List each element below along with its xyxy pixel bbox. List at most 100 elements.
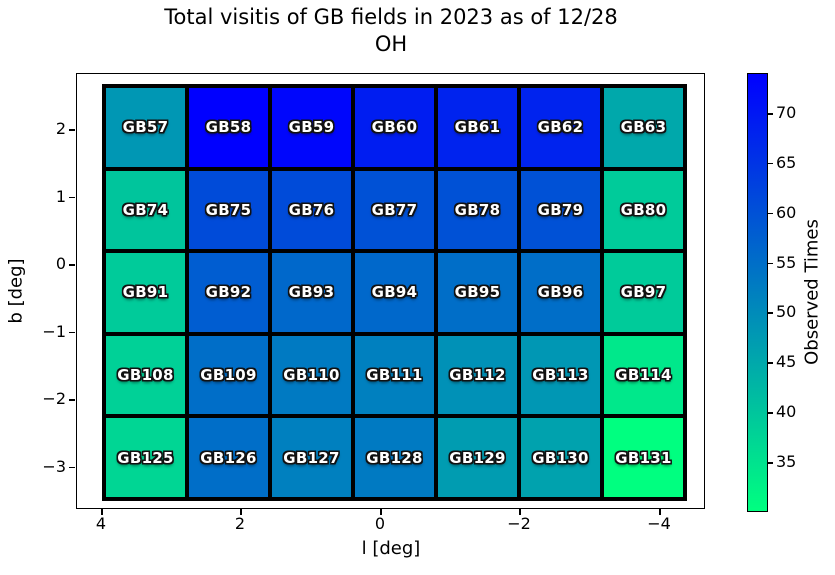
colorbar-tick-label: 40 — [776, 402, 797, 422]
heatmap-cell-GB96: GB96 — [519, 251, 602, 334]
heatmap-cell-label: GB127 — [283, 448, 340, 467]
heatmap-cell-GB57: GB57 — [104, 86, 187, 169]
heatmap-cell-GB94: GB94 — [353, 251, 436, 334]
heatmap-cell-GB109: GB109 — [187, 333, 270, 417]
heatmap-cell-label: GB126 — [200, 448, 257, 467]
y-tick-label: −3 — [42, 456, 66, 476]
heatmap-cell-GB113: GB113 — [519, 333, 602, 417]
heatmap-cell-label: GB91 — [122, 283, 169, 302]
heatmap-cell-label: GB97 — [620, 283, 667, 302]
colorbar-tick-mark — [768, 162, 773, 165]
y-tick-label: −2 — [42, 389, 66, 408]
colorbar-tick-label: 55 — [776, 252, 797, 272]
y-tick-label: −1 — [42, 321, 66, 341]
heatmap-cell-GB77: GB77 — [353, 168, 436, 252]
heatmap-cell-label: GB92 — [205, 283, 252, 302]
heatmap-cell-GB126: GB126 — [187, 416, 270, 499]
heatmap-cell-label: GB77 — [371, 200, 418, 219]
heatmap-cell-label: GB111 — [366, 366, 423, 385]
y-tick-label: 1 — [55, 186, 66, 206]
heatmap-cell-label: GB57 — [122, 118, 169, 137]
heatmap-cell-GB76: GB76 — [270, 168, 353, 252]
colorbar-tick-label: 60 — [776, 202, 797, 222]
y-tick-mark — [69, 264, 75, 266]
colorbar-tick-label: 45 — [776, 352, 797, 372]
heatmap-cell-GB129: GB129 — [436, 416, 519, 499]
heatmap-cell-GB61: GB61 — [436, 86, 519, 169]
heatmap-cell-GB79: GB79 — [519, 168, 602, 252]
heatmap-cell-GB108: GB108 — [104, 333, 187, 417]
heatmap-cell-label: GB62 — [537, 118, 584, 137]
heatmap-cell-label: GB94 — [371, 283, 418, 302]
x-tick-label: 0 — [374, 514, 386, 533]
colorbar-tick-mark — [768, 312, 773, 315]
x-tick-mark — [101, 509, 103, 515]
heatmap-cell-label: GB58 — [205, 118, 252, 137]
heatmap-cell-label: GB93 — [288, 283, 335, 302]
heatmap-cell-label: GB131 — [615, 448, 672, 467]
colorbar-label: Observed Times — [801, 219, 823, 365]
heatmap-cell-label: GB113 — [532, 366, 589, 385]
chart-title-line2: OH — [374, 32, 408, 56]
heatmap-cell-label: GB95 — [454, 283, 501, 302]
heatmap-cell-label: GB130 — [532, 448, 589, 467]
y-tick-mark — [69, 399, 75, 401]
heatmap-cell-label: GB112 — [449, 366, 506, 385]
heatmap-cell-GB60: GB60 — [353, 86, 436, 169]
chart-title: Total visitis of GB fields in 2023 as of… — [76, 4, 706, 58]
heatmap-cell-GB125: GB125 — [104, 416, 187, 499]
heatmap-cell-GB128: GB128 — [353, 416, 436, 499]
x-tick-mark — [659, 509, 661, 515]
heatmap-cell-label: GB74 — [122, 200, 169, 219]
colorbar-tick-mark — [768, 462, 773, 464]
heatmap-cell-label: GB75 — [205, 200, 252, 219]
heatmap-cell-GB74: GB74 — [104, 168, 187, 252]
plot-frame — [76, 73, 705, 509]
heatmap-cell-label: GB129 — [449, 448, 506, 467]
heatmap-cell-label: GB108 — [117, 366, 174, 385]
heatmap-cell-GB131: GB131 — [602, 416, 685, 499]
y-tick-mark — [69, 196, 75, 199]
colorbar-tick-label: 50 — [776, 302, 797, 322]
heatmap-cell-GB114: GB114 — [602, 333, 685, 417]
colorbar-tick-mark — [768, 112, 773, 115]
heatmap-cell-label: GB59 — [288, 118, 335, 137]
heatmap-cell-label: GB114 — [615, 366, 672, 385]
x-tick-mark — [380, 509, 382, 515]
heatmap-cell-label: GB128 — [366, 448, 423, 467]
heatmap-cell-label: GB80 — [620, 200, 667, 219]
heatmap-cell-GB58: GB58 — [187, 86, 270, 169]
heatmap-cell-label: GB76 — [288, 200, 335, 219]
heatmap-cell-GB59: GB59 — [270, 86, 353, 169]
x-tick-label: −2 — [507, 514, 531, 533]
heatmap-cell-GB95: GB95 — [436, 251, 519, 334]
heatmap-cell-GB78: GB78 — [436, 168, 519, 252]
colorbar-gradient — [747, 73, 768, 512]
heatmap-cell-label: GB78 — [454, 200, 501, 219]
heatmap-cell-label: GB60 — [371, 118, 418, 137]
y-tick-label: 2 — [55, 119, 66, 138]
chart-title-line1: Total visitis of GB fields in 2023 as of… — [164, 5, 618, 29]
heatmap-cell-GB127: GB127 — [270, 416, 353, 499]
heatmap-cell-GB75: GB75 — [187, 168, 270, 252]
colorbar-tick-label: 70 — [776, 102, 797, 122]
heatmap-cell-label: GB125 — [117, 448, 174, 467]
heatmap-cell-GB63: GB63 — [602, 86, 685, 169]
heatmap-cell-GB97: GB97 — [602, 251, 685, 334]
x-tick-label: −4 — [647, 514, 671, 533]
colorbar-tick-mark — [768, 262, 773, 265]
x-tick-label: 2 — [234, 514, 246, 533]
heatmap-cell-GB112: GB112 — [436, 333, 519, 417]
heatmap-grid: GB57 GB58 GB59 GB60 GB61 GB62 GB63 GB74 GB75 GB76… — [102, 84, 687, 501]
y-tick-mark — [69, 129, 75, 131]
heatmap-cell-label: GB96 — [537, 283, 584, 302]
y-tick-mark — [69, 466, 75, 469]
colorbar-tick-label: 65 — [776, 152, 797, 172]
heatmap-cell-label: GB61 — [454, 118, 501, 137]
heatmap-cell-GB91: GB91 — [104, 251, 187, 334]
y-tick-mark — [69, 331, 75, 334]
y-tick-label: 0 — [55, 254, 66, 273]
colorbar-tick-label: 35 — [776, 452, 797, 472]
heatmap-cell-GB111: GB111 — [353, 333, 436, 417]
heatmap-cell-label: GB110 — [283, 366, 340, 385]
